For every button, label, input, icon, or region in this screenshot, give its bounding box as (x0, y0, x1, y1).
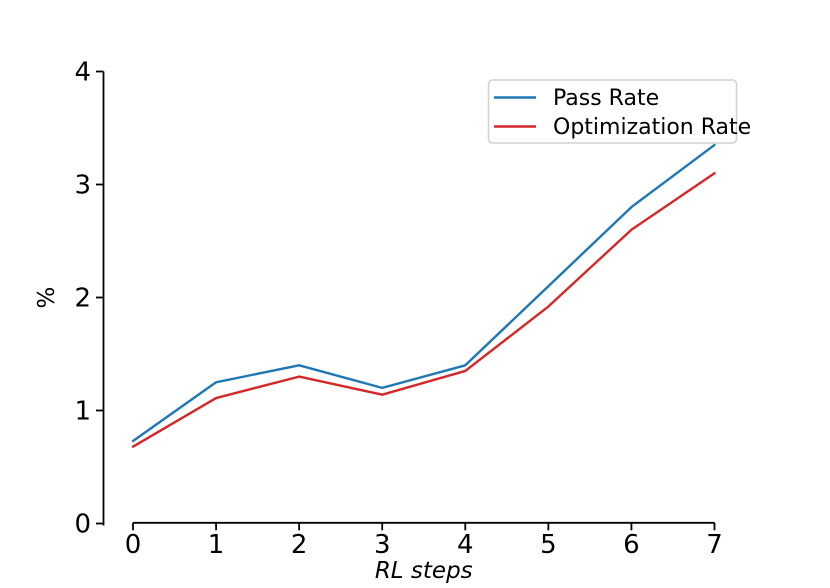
x-tick-label: 6 (623, 530, 640, 560)
legend-label-pass-rate: Pass Rate (553, 86, 659, 111)
y-tick-label: 1 (74, 397, 91, 427)
y-tick-label: 3 (74, 171, 91, 201)
legend-box (487, 79, 738, 144)
series-line-optimization-rate (131, 171, 716, 448)
x-tick-label: 1 (208, 530, 225, 560)
series-line-pass-rate (131, 143, 716, 443)
y-tick-label: 0 (74, 510, 91, 540)
y-tick-label: 4 (74, 58, 91, 88)
x-tick-label: 7 (706, 530, 723, 560)
y-tick-label: 2 (74, 284, 91, 314)
x-tick-label: 4 (457, 530, 474, 560)
x-tick-label: 2 (291, 530, 308, 560)
legend-label-optimization-rate: Optimization Rate (553, 115, 751, 140)
x-tick-label: 3 (374, 530, 391, 560)
x-tick-label: 5 (540, 530, 557, 560)
x-axis-label: RL steps (375, 558, 473, 584)
y-axis-label: % (34, 287, 60, 309)
x-tick-label: 0 (125, 530, 142, 560)
